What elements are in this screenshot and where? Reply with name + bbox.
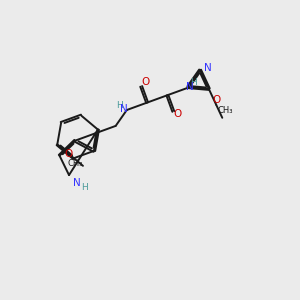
Text: N: N bbox=[120, 104, 128, 114]
Text: O: O bbox=[141, 77, 149, 87]
Text: O: O bbox=[212, 95, 220, 105]
Text: N: N bbox=[186, 82, 194, 92]
Text: N: N bbox=[73, 178, 81, 188]
Text: H: H bbox=[81, 183, 88, 192]
Text: O: O bbox=[173, 110, 181, 119]
Text: O: O bbox=[64, 149, 73, 159]
Text: N: N bbox=[204, 63, 212, 73]
Text: H: H bbox=[190, 78, 197, 87]
Text: CH₃: CH₃ bbox=[218, 106, 233, 116]
Text: CH₃: CH₃ bbox=[67, 159, 83, 168]
Text: H: H bbox=[117, 100, 123, 109]
